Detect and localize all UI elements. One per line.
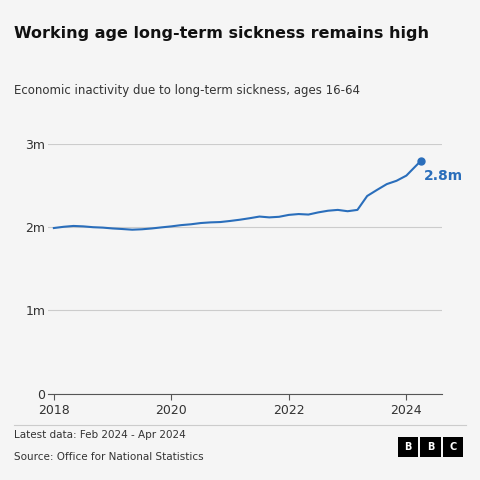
Text: C: C	[449, 442, 457, 452]
Text: Economic inactivity due to long-term sickness, ages 16-64: Economic inactivity due to long-term sic…	[14, 84, 360, 97]
FancyBboxPatch shape	[443, 437, 463, 457]
Text: B: B	[427, 442, 434, 452]
Text: B: B	[404, 442, 412, 452]
Text: Working age long-term sickness remains high: Working age long-term sickness remains h…	[14, 26, 430, 41]
Text: Latest data: Feb 2024 - Apr 2024: Latest data: Feb 2024 - Apr 2024	[14, 430, 186, 440]
Text: Source: Office for National Statistics: Source: Office for National Statistics	[14, 452, 204, 462]
FancyBboxPatch shape	[398, 437, 418, 457]
Text: 2.8m: 2.8m	[423, 169, 463, 183]
FancyBboxPatch shape	[420, 437, 441, 457]
